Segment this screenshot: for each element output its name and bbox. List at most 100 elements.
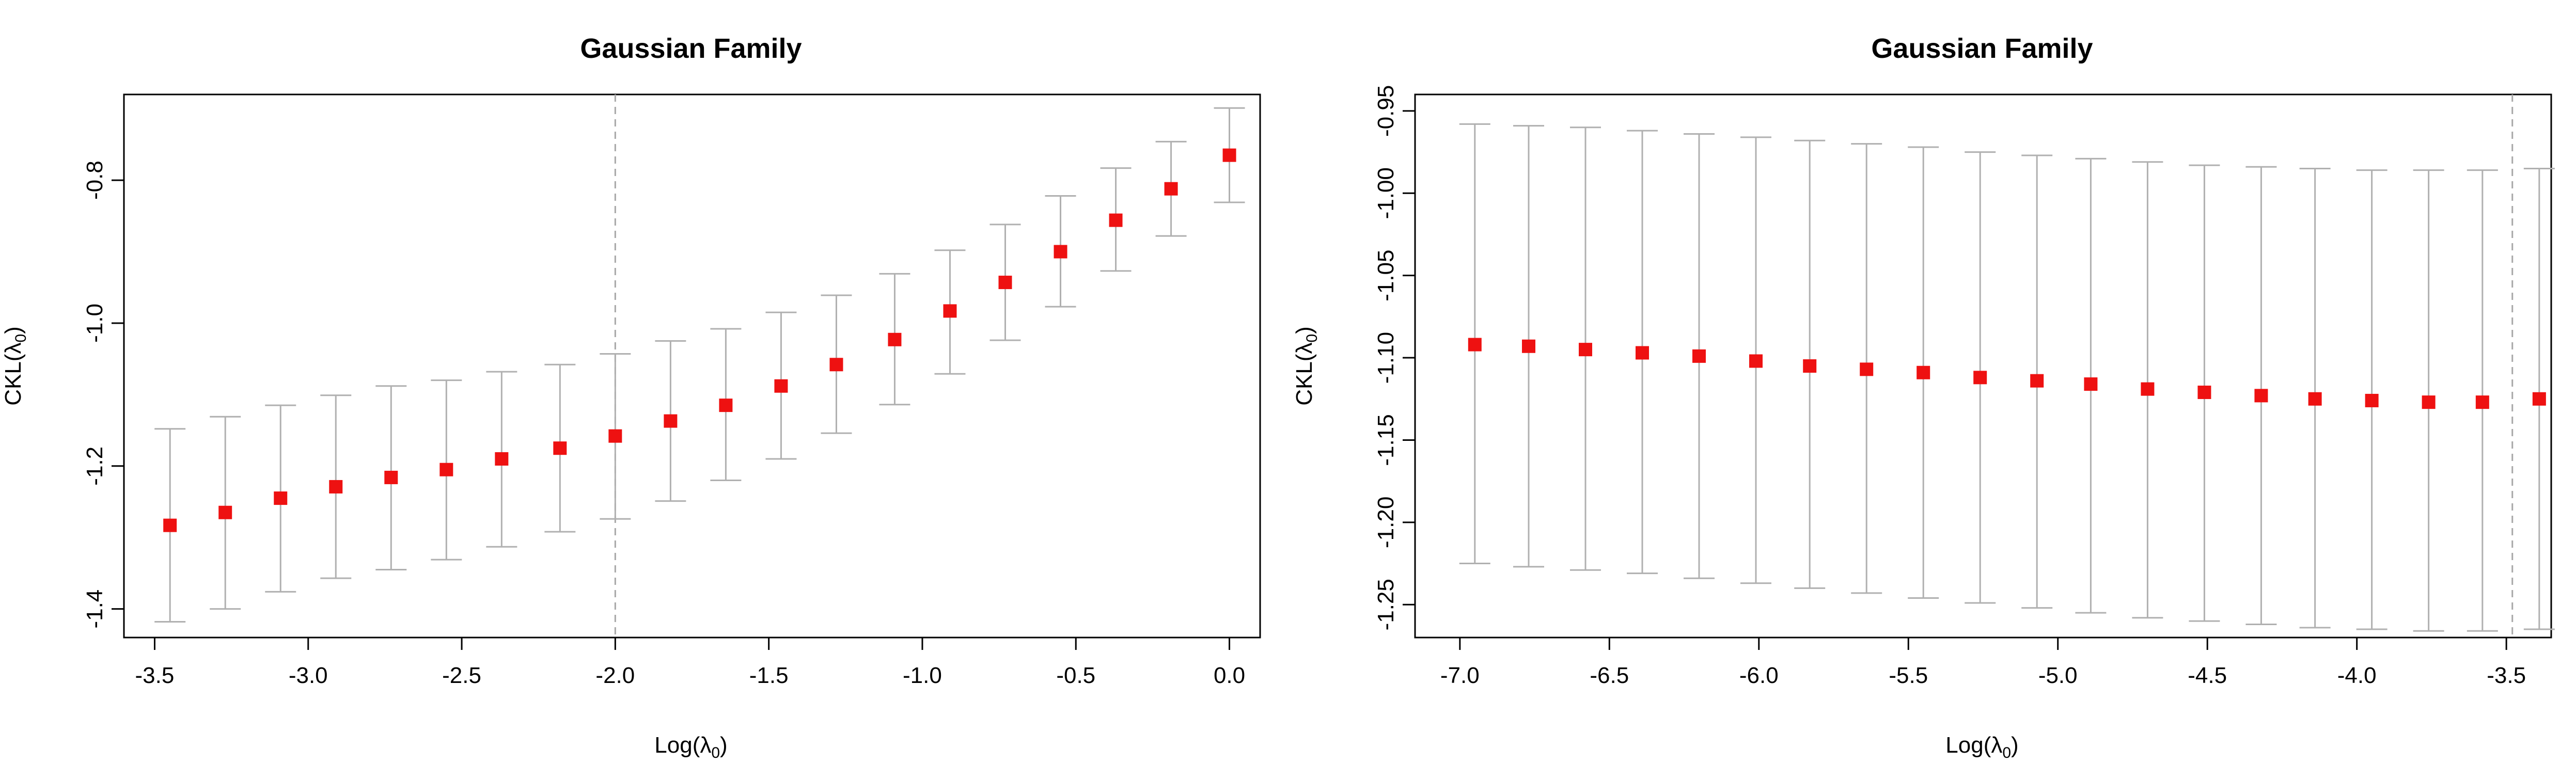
left-errorbar xyxy=(765,311,797,460)
right-x-tick-label: -5.0 xyxy=(2038,663,2078,688)
left-data-point xyxy=(1222,148,1236,162)
right-data-point xyxy=(2030,374,2044,388)
left-data-point xyxy=(719,399,733,412)
right-errorbar xyxy=(1459,123,1490,565)
left-x-tick-label: -2.0 xyxy=(595,663,635,688)
left-errorbar xyxy=(265,404,296,593)
left-errorbar xyxy=(486,371,517,548)
left-data-point xyxy=(1164,182,1178,196)
left-data-point xyxy=(495,452,509,466)
right-errorbar xyxy=(2245,166,2277,625)
right-panel: Gaussian Family -7.0 -6.5 -6.0 -5.5 -5.0 -4.5… xyxy=(1292,33,2555,761)
right-data-point xyxy=(1803,359,1817,373)
right-y-tick-label: -1.00 xyxy=(1373,167,1399,219)
left-data-point xyxy=(1054,245,1067,259)
right-errorbar xyxy=(2356,169,2387,630)
right-y-tick-label: -1.20 xyxy=(1373,497,1399,548)
right-x-tick-label: -4.0 xyxy=(2337,663,2377,688)
left-plot-frame xyxy=(123,93,1261,639)
left-y-tick-label: -1.2 xyxy=(82,447,107,486)
right-data-point xyxy=(2084,377,2098,391)
right-plot-area xyxy=(1459,94,2555,638)
left-data-point xyxy=(329,480,343,494)
left-data-point xyxy=(274,491,288,505)
right-errorbar xyxy=(1513,125,1544,568)
right-panel-title: Gaussian Family xyxy=(1871,33,2093,64)
left-data-point xyxy=(439,463,453,476)
left-errorbar xyxy=(1214,107,1245,203)
right-errorbar xyxy=(2413,169,2444,632)
left-errorbar xyxy=(544,363,576,533)
left-errorbar xyxy=(210,416,241,610)
left-data-point xyxy=(664,414,678,428)
left-errorbar xyxy=(600,353,631,520)
left-errorbar xyxy=(1155,140,1187,237)
right-errorbar xyxy=(1794,139,1826,589)
right-data-point xyxy=(2141,382,2155,396)
left-x-tick-label: -0.5 xyxy=(1056,663,1095,688)
right-data-point xyxy=(1973,371,1987,385)
left-y-tick-label: -1.0 xyxy=(82,304,107,343)
right-data-point xyxy=(2254,389,2268,403)
left-errorbar xyxy=(1045,195,1076,308)
right-errorbar xyxy=(2299,167,2331,629)
left-errorbar xyxy=(710,328,742,481)
right-y-tick-label: -1.10 xyxy=(1373,332,1399,384)
left-errorbar xyxy=(934,249,966,375)
right-x-tick-label: -6.0 xyxy=(1739,663,1779,688)
right-data-point xyxy=(2308,392,2322,406)
right-errorbar xyxy=(2132,161,2163,619)
right-data-point xyxy=(1579,343,1592,357)
right-errorbar xyxy=(2189,164,2220,622)
left-plot-area xyxy=(154,94,1245,638)
right-data-point xyxy=(1692,349,1706,363)
left-data-point xyxy=(998,276,1012,290)
right-data-point xyxy=(1860,362,1874,376)
right-data-point xyxy=(1749,354,1763,368)
left-data-point xyxy=(608,429,622,443)
right-errorbar xyxy=(1570,126,1601,571)
left-y-axis: -1.4 -1.2 -1.0 -0.8 xyxy=(82,161,124,629)
left-data-point xyxy=(384,470,398,484)
right-errorbar xyxy=(1684,133,1715,579)
right-data-point xyxy=(2365,393,2379,407)
left-data-point xyxy=(1109,213,1123,227)
left-y-tick-label: -1.4 xyxy=(82,590,107,629)
left-data-point xyxy=(888,332,902,346)
left-x-tick-label: -2.5 xyxy=(442,663,481,688)
right-x-axis: -7.0 -6.5 -6.0 -5.5 -5.0 -4.5 -4.0 -3.5 xyxy=(1440,636,2526,688)
left-data-point xyxy=(774,379,788,393)
right-errorbar xyxy=(2021,154,2053,609)
left-x-tick-label: -3.5 xyxy=(135,663,175,688)
right-y-tick-label: -1.05 xyxy=(1373,250,1399,301)
right-y-axis: -1.25 -1.20 -1.15 -1.10 -1.05 -1.00 -0.95 xyxy=(1373,85,1415,630)
left-errorbar xyxy=(375,385,407,570)
right-x-tick-label: -4.5 xyxy=(2188,663,2227,688)
left-errorbar xyxy=(655,340,686,502)
left-errorbar xyxy=(989,224,1021,341)
right-data-point xyxy=(2197,386,2211,400)
right-data-point xyxy=(1468,338,1482,352)
right-errorbar xyxy=(1627,130,1658,575)
left-data-point xyxy=(943,304,957,318)
left-errorbar xyxy=(821,294,852,434)
left-errorbar xyxy=(320,394,352,579)
left-data-point xyxy=(218,505,232,519)
left-data-point xyxy=(553,441,567,455)
right-y-axis-label: CKL(λ0) xyxy=(1292,326,1321,406)
left-x-tick-label: 0.0 xyxy=(1214,663,1245,688)
right-data-point xyxy=(1917,365,1930,379)
left-y-tick-label: -0.8 xyxy=(82,161,107,200)
left-errorbar xyxy=(879,273,910,406)
right-y-tick-label: -1.15 xyxy=(1373,414,1399,466)
right-data-point xyxy=(1636,346,1649,360)
left-data-point xyxy=(163,518,177,532)
right-errorbar xyxy=(1740,136,1771,584)
right-y-tick-label: -0.95 xyxy=(1373,85,1399,137)
right-x-tick-label: -6.5 xyxy=(1590,663,1629,688)
right-errorbar xyxy=(2523,167,2555,630)
right-x-tick-label: -7.0 xyxy=(1440,663,1480,688)
left-panel-title: Gaussian Family xyxy=(580,33,802,64)
right-data-point xyxy=(1522,339,1535,353)
